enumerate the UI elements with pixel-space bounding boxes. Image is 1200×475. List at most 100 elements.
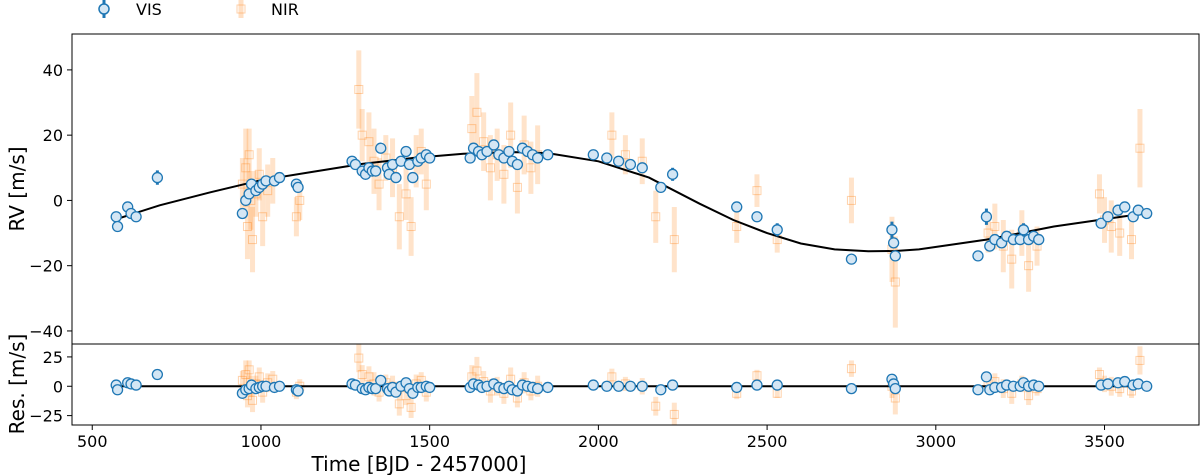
x-tick-label: 3500 [1084, 432, 1125, 451]
residuals-nir-point [241, 370, 251, 380]
residuals-vis-point [601, 380, 613, 392]
rv-vis-point [424, 152, 436, 164]
rv-nir-point [846, 195, 856, 205]
rv-vis-point [236, 207, 249, 220]
residuals-vis-point [980, 371, 993, 383]
residuals-nir-point [1094, 370, 1104, 380]
rv-vis-point [731, 201, 743, 213]
residuals-y-tick-label: −25 [29, 407, 63, 426]
rv-vis-point [151, 171, 164, 184]
rv-vis-point [655, 181, 667, 194]
rv-nir-point [506, 130, 516, 140]
rv-vis-point [349, 158, 362, 171]
rv-y-tick-label: 40 [43, 61, 63, 80]
residuals-vis-point [845, 382, 858, 395]
rv-vis-point [511, 158, 524, 171]
rv-vis-point [1102, 211, 1114, 223]
residuals-y-tick-label: 25 [43, 348, 63, 367]
rv-nir-point [651, 212, 661, 222]
residuals-nir-point [394, 399, 404, 409]
legend: VIS NIR [98, 0, 299, 19]
residuals-vis-point [111, 384, 124, 396]
rv-nir-point [401, 189, 411, 199]
rv-nir-point [354, 84, 364, 94]
x-tick-label: 2000 [578, 432, 619, 451]
rv-vis-point [887, 237, 900, 249]
rv-y-axis-label: RV [m/s] [5, 146, 29, 231]
rv-nir-point [242, 222, 252, 232]
rv-nir-point [526, 163, 536, 173]
rv-nir-point [467, 124, 477, 134]
residuals-vis-point [375, 374, 387, 387]
rv-nir-point [1115, 228, 1125, 238]
x-tick-label: 1000 [241, 432, 282, 451]
rv-nir-point [669, 235, 679, 245]
legend-vis-label: VIS [136, 0, 162, 19]
residuals-nir-point [354, 353, 364, 363]
residuals-vis-point [424, 381, 436, 394]
rv-vis-point [612, 155, 625, 167]
rv-nir-point [1007, 254, 1017, 264]
rv-plot-area [110, 50, 1153, 328]
residuals-nir-point [472, 366, 482, 376]
residuals-vis-point [370, 382, 382, 395]
legend-entry-nir: NIR [236, 0, 299, 19]
rv-nir-point [241, 163, 251, 173]
rv-nir-point [990, 222, 1000, 232]
residuals-nir-point [406, 402, 416, 412]
rv-nir-point [364, 137, 374, 147]
rv-vis-point [886, 224, 898, 236]
residuals-vis-point [666, 379, 679, 391]
legend-entry-vis: VIS [98, 0, 162, 19]
rv-nir-point [732, 222, 742, 232]
rv-nir-point [512, 182, 522, 192]
x-ticks: 500 1000 1500 2000 2500 3000 3500 [77, 425, 1125, 451]
residuals-axes-frame [71, 343, 1200, 426]
rv-nir-point [1094, 189, 1104, 199]
rv-vis-point [273, 171, 286, 184]
residuals-vis-point [130, 379, 142, 391]
rv-vis-point [587, 149, 599, 161]
residuals-vis-point [751, 379, 763, 391]
x-axis-label: Time [BJD - 2457000] [311, 452, 527, 475]
rv-vis-point [130, 211, 142, 223]
rv-nir-point [374, 179, 384, 189]
residuals-panel: −25 0 25 500 1000 1500 2000 2500 3000 3500 Res. … [5, 334, 1200, 475]
rv-nir-point [248, 235, 258, 245]
residuals-vis-point [624, 380, 637, 392]
residuals-vis-point [542, 381, 554, 394]
legend-nir-label: NIR [271, 0, 299, 19]
residuals-plot-area [110, 344, 1153, 425]
rv-vis-point [889, 250, 901, 262]
rv-y-tick-label: −40 [29, 322, 63, 341]
rv-vis-point [771, 224, 783, 236]
rv-y-tick-label: 20 [43, 126, 63, 145]
rv-vis-point [845, 253, 858, 265]
residuals-nir-point [237, 375, 247, 385]
rv-nir-point [258, 212, 268, 222]
rv-vis-point [1119, 201, 1131, 213]
rv-nir-point [254, 169, 264, 179]
residuals-nir-point [364, 372, 374, 382]
residuals-vis-point [972, 384, 984, 396]
residuals-nir-point [607, 372, 617, 382]
x-tick-label: 3000 [915, 432, 956, 451]
residuals-vis-point [655, 384, 667, 396]
rv-vis-point [375, 142, 387, 154]
rv-nir-point [472, 107, 482, 117]
residuals-vis-point [731, 381, 743, 394]
residuals-vis-point [612, 380, 625, 392]
residuals-y-tick-label: 0 [53, 377, 63, 396]
rv-vis-point [370, 165, 382, 177]
rv-nir-point [291, 212, 301, 222]
rv-nir-point [479, 137, 489, 147]
rv-nir-point [406, 222, 416, 232]
rv-nir-point [1024, 261, 1034, 271]
rv-nir-point [1106, 222, 1116, 232]
x-tick-label: 2500 [747, 432, 788, 451]
rv-vis-point [111, 220, 124, 233]
rv-vis-point [464, 152, 476, 164]
rv-nir-point [620, 150, 630, 160]
rv-nir-point [421, 179, 431, 189]
rv-y-ticks: −40 −20 0 20 40 [29, 61, 72, 341]
